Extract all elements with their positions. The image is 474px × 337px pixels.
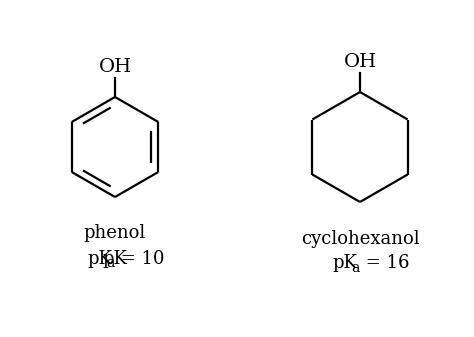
- Text: = 16: = 16: [360, 254, 410, 273]
- Text: a: a: [107, 256, 115, 270]
- Text: phenol: phenol: [84, 224, 146, 243]
- Text: pK: pK: [102, 249, 128, 268]
- Text: OH: OH: [344, 53, 376, 70]
- Text: a: a: [352, 261, 360, 275]
- Text: cyclohexanol: cyclohexanol: [301, 229, 419, 247]
- Text: OH: OH: [99, 58, 132, 75]
- Text: pK: pK: [88, 249, 112, 268]
- Text: = 10: = 10: [115, 249, 164, 268]
- Text: pK: pK: [332, 254, 357, 273]
